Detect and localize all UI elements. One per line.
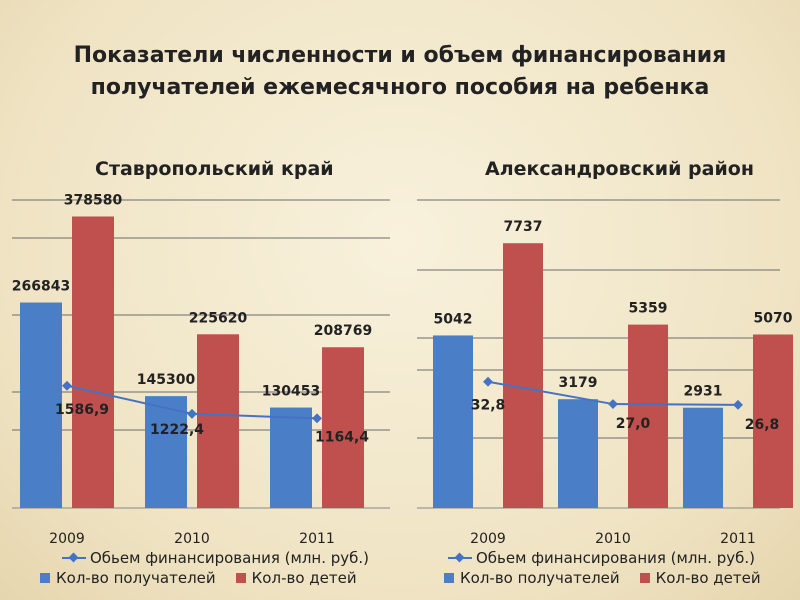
- legend-label-recipients: Кол-во получателей: [460, 569, 620, 587]
- legend-swatch-children: [639, 573, 650, 583]
- bar-recipients-2010: [558, 399, 598, 508]
- bar-children-2009: [72, 216, 114, 508]
- bar-recipients-2009: [20, 302, 62, 508]
- data-label-recipients-2009: 266843: [12, 279, 70, 295]
- point-funding-2010: [608, 399, 618, 409]
- chart-title-stavropol: Ставропольский край: [95, 158, 334, 180]
- data-label-funding-2011: 26,8: [745, 417, 780, 433]
- slide-title: Показатели численности и объем финансиро…: [0, 40, 800, 104]
- legend-stavropol: Обьем финансирования (млн. руб.) Кол-во …: [40, 548, 377, 588]
- data-label-recipients-2010: 145300: [137, 372, 196, 388]
- chart-title-aleksandrovsky: Александровский район: [485, 158, 754, 180]
- bar-children-2010: [628, 324, 668, 508]
- bar-children-2011: [753, 334, 793, 508]
- data-label-recipients-2011: 2931: [684, 384, 723, 400]
- data-label-funding-2009: 1586,9: [55, 402, 109, 418]
- legend-line-symbol: [448, 551, 472, 565]
- legend-label-funding: Обьем финансирования (млн. руб.): [90, 549, 370, 567]
- bar-children-2009: [503, 243, 543, 509]
- legend-aleksandrovsky: Обьем финансирования (млн. руб.) Кол-во …: [444, 548, 781, 588]
- point-funding-2009: [483, 376, 493, 387]
- slide-title-line-2: получателей ежемесячного пособия на ребе…: [90, 75, 710, 100]
- point-funding-2011: [733, 399, 743, 410]
- point-funding-2009: [62, 380, 72, 391]
- data-label-funding-2010: 1222,4: [150, 422, 204, 438]
- point-funding-2010: [187, 408, 197, 419]
- data-label-funding-2009: 32,8: [471, 398, 506, 414]
- slide-title-line-1: Показатели численности и объем финансиро…: [73, 43, 727, 68]
- data-label-children-2011: 5070: [754, 310, 793, 326]
- data-label-funding-2010: 27,0: [616, 416, 651, 432]
- data-label-recipients-2011: 130453: [262, 384, 320, 400]
- x-tick-label-2009: 2009: [49, 531, 85, 547]
- bar-recipients-2011: [270, 407, 312, 508]
- data-label-children-2009: 378580: [64, 192, 123, 208]
- data-label-recipients-2010: 3179: [559, 375, 598, 391]
- legend-swatch-children: [235, 573, 246, 583]
- legend-label-funding: Обьем финансирования (млн. руб.): [476, 549, 756, 567]
- data-label-children-2009: 7737: [504, 219, 543, 235]
- legend-swatch-recipients: [444, 573, 454, 583]
- legend-swatch-recipients: [40, 573, 50, 583]
- bar-recipients-2011: [683, 407, 723, 508]
- data-label-recipients-2009: 5042: [434, 311, 473, 327]
- x-tick-label-2011: 2011: [299, 531, 335, 547]
- bar-children-2010: [197, 334, 239, 508]
- x-tick-label-2011: 2011: [720, 531, 756, 547]
- x-tick-label-2010: 2010: [595, 531, 631, 547]
- legend-label-children: Кол-во детей: [655, 569, 761, 587]
- bar-recipients-2009: [433, 335, 473, 508]
- x-tick-label-2009: 2009: [470, 531, 506, 547]
- legend-label-children: Кол-во детей: [251, 569, 357, 587]
- data-label-funding-2011: 1164,4: [315, 429, 369, 445]
- data-label-children-2010: 5359: [629, 301, 668, 317]
- x-tick-label-2010: 2010: [174, 531, 210, 547]
- legend-line-symbol: [62, 551, 86, 565]
- point-funding-2011: [312, 413, 322, 424]
- bar-children-2011: [322, 347, 364, 508]
- bar-recipients-2010: [145, 396, 187, 508]
- legend-label-recipients: Кол-во получателей: [56, 569, 216, 587]
- data-label-children-2011: 208769: [314, 323, 372, 339]
- data-label-children-2010: 225620: [189, 310, 248, 326]
